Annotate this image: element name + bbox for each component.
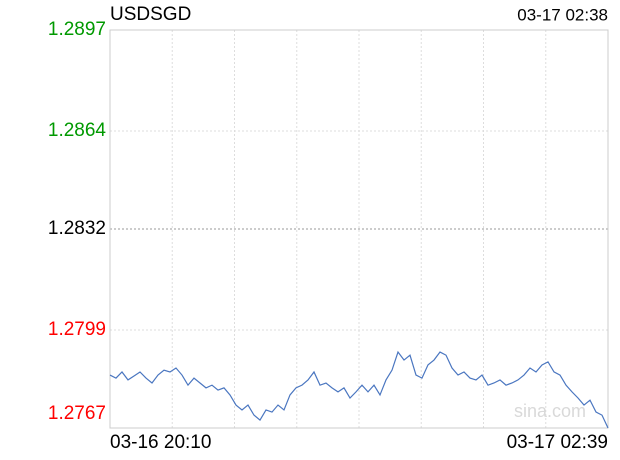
watermark: sina.com bbox=[514, 401, 586, 421]
y-tick-label: 1.2799 bbox=[48, 319, 106, 340]
price-line bbox=[109, 350, 609, 429]
chart-title: USDSGD bbox=[110, 4, 191, 25]
timestamp: 03-17 02:38 bbox=[517, 5, 608, 24]
x-tick-label: 03-16 20:10 bbox=[110, 432, 211, 453]
y-tick-label: 1.2897 bbox=[48, 19, 106, 40]
plot-frame bbox=[109, 29, 609, 429]
y-tick-label: 1.2767 bbox=[48, 403, 106, 424]
y-tick-label: 1.2832 bbox=[48, 218, 106, 239]
x-tick-label: 03-17 02:39 bbox=[507, 432, 608, 453]
y-tick-label: 1.2864 bbox=[48, 120, 107, 141]
